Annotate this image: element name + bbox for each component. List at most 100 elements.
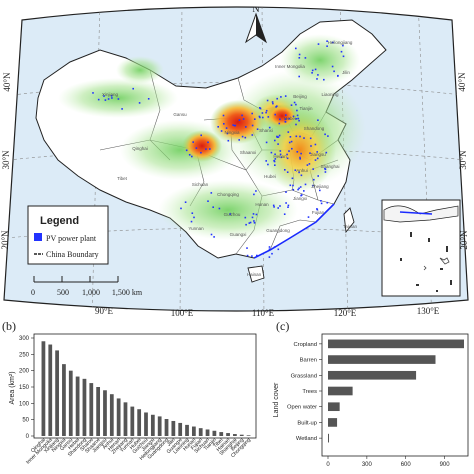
pv-plant-point — [278, 122, 281, 125]
pv-plant-point — [279, 118, 281, 121]
pv-plant-point — [117, 98, 120, 100]
province-label: Zhejiang — [311, 184, 329, 189]
scale-tick-1500: 1,500 km — [112, 288, 143, 297]
pv-plant-point — [326, 45, 328, 47]
panel-b-label: (b) — [2, 319, 16, 333]
panel-c-category-label: Grassland — [291, 373, 317, 379]
panel-c-ylabel: Land cover — [273, 382, 280, 417]
pv-plant-point — [270, 151, 273, 154]
panel-c-bar — [328, 433, 329, 443]
pv-plant-point — [319, 189, 321, 192]
pv-plant-point — [340, 50, 343, 53]
pv-plant-point — [251, 216, 254, 219]
map-panel: Heilongjiang Jilin Liaoning Inner Mongolia B… — [0, 6, 469, 318]
panel-b-bar — [109, 394, 114, 436]
panel-b-bar — [246, 435, 251, 436]
panel-c-bar — [328, 355, 436, 364]
pv-plant-point — [184, 201, 187, 203]
legend-item-pv-plant: PV power plant — [46, 234, 97, 243]
hainan-island — [247, 265, 265, 283]
scale-tick-1000: 1,000 — [82, 288, 100, 297]
pv-plant-point — [107, 98, 110, 100]
province-label: Qinghai — [132, 146, 148, 151]
pv-plant-point — [303, 137, 305, 139]
pv-plant-point — [251, 134, 254, 136]
pv-plant-point — [287, 206, 289, 208]
panel-c-xtick-label: 900 — [440, 462, 451, 468]
lat-label-right-30: 30°N — [458, 150, 468, 170]
pv-plant-point — [212, 206, 214, 208]
panel-b-ytick-label: 50 — [22, 418, 29, 424]
panel-b-bar — [89, 383, 94, 436]
pv-plant-point — [271, 252, 273, 255]
panel-b-bar — [150, 414, 155, 436]
province-label: Guizhou — [224, 212, 241, 217]
province-label: Henan — [273, 154, 287, 159]
pv-plant-point — [253, 222, 256, 224]
pv-plant-point — [287, 131, 290, 133]
pv-plant-point — [316, 157, 319, 160]
province-label: Hebei — [284, 116, 296, 121]
pv-plant-point — [291, 177, 294, 180]
pv-plant-point — [92, 92, 94, 94]
pv-plant-point — [210, 192, 213, 194]
pv-plant-point — [253, 220, 255, 222]
pv-plant-point — [259, 116, 261, 119]
province-label: Guangxi — [230, 232, 247, 237]
province-label: Inner Mongolia — [275, 64, 305, 69]
pv-plant-point — [246, 254, 249, 257]
taiwan-island — [343, 207, 355, 234]
pv-plant-point — [285, 202, 287, 204]
province-label: Shaanxi — [240, 150, 256, 155]
panel-b-bar — [171, 420, 176, 436]
pv-plant-point — [295, 135, 298, 138]
pv-plant-point — [307, 216, 310, 218]
pv-plant-point — [244, 136, 247, 139]
panel-b-ytick-label: 300 — [19, 336, 30, 342]
pv-plant-point — [291, 147, 293, 150]
pv-plant-point — [317, 43, 320, 45]
pv-plant-point — [266, 99, 269, 102]
panel-b-ytick-label: 0 — [26, 434, 30, 440]
pv-plant-point — [278, 134, 281, 137]
panel-c-bar — [328, 402, 340, 412]
pv-plant-point — [262, 116, 264, 119]
panel-b-bar — [62, 364, 66, 436]
panel-b-bar — [130, 406, 135, 436]
pv-plant-point — [132, 87, 134, 90]
pv-plant-point — [225, 127, 228, 129]
pv-plant-point — [249, 221, 252, 224]
province-label: Heilongjiang — [328, 40, 353, 45]
scale-tick-500: 500 — [57, 288, 69, 297]
panel-b-bar — [144, 412, 148, 436]
scale-tick-0: 0 — [31, 288, 35, 297]
panel-b-bar — [137, 409, 142, 436]
lat-label-30: 30°N — [1, 150, 11, 170]
pv-plant-point — [314, 68, 317, 71]
pv-plant-point — [295, 118, 298, 120]
panel-b-bar — [55, 350, 59, 436]
pv-plant-point — [191, 155, 193, 158]
pv-plant-point — [210, 233, 213, 236]
pv-plant-point — [232, 124, 234, 126]
pv-plant-point — [311, 69, 314, 72]
panel-c-bar — [328, 386, 353, 396]
pv-plant-point — [244, 216, 247, 219]
pv-plant-point — [274, 164, 276, 166]
panel-c-xtick-label: 600 — [401, 462, 412, 468]
panel-c-xtick-label: 300 — [362, 462, 373, 468]
pv-plant-point — [273, 206, 275, 208]
pv-plant-point — [298, 53, 301, 56]
panel-b-bar — [226, 433, 230, 436]
pv-plant-point — [195, 147, 198, 149]
pv-plant-point — [265, 109, 268, 112]
panel-b-bar — [41, 341, 46, 436]
pv-plant-point — [229, 213, 231, 215]
pv-plant-point — [267, 163, 269, 166]
panel-b-bar — [178, 422, 183, 436]
pv-plant-point — [314, 143, 317, 146]
pv-plant-point — [242, 118, 245, 120]
pv-plant-point — [299, 186, 302, 188]
pv-plant-point — [286, 153, 288, 156]
province-label: Beijing — [293, 94, 307, 99]
